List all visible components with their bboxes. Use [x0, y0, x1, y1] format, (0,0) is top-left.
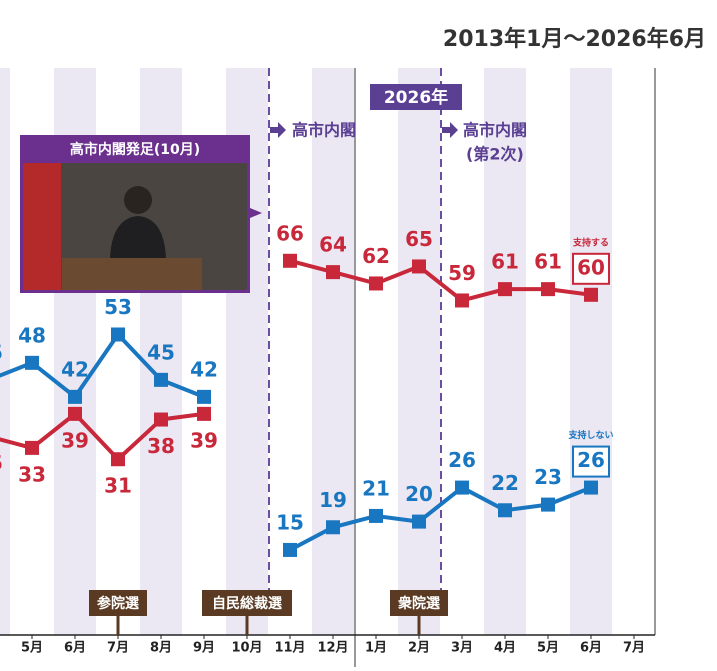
point: [369, 276, 383, 290]
value-label: 62: [362, 244, 390, 268]
point: [455, 293, 469, 307]
arrow-icon: [442, 122, 458, 138]
event-label: 衆院選: [398, 595, 440, 612]
value-label: 64: [319, 233, 347, 257]
point: [197, 390, 211, 404]
event-label: 参院選: [97, 595, 139, 612]
value-label: 48: [18, 323, 46, 347]
point: [283, 543, 297, 557]
value-label: 66: [276, 221, 304, 245]
point: [412, 515, 426, 529]
series-name: 支持する: [572, 236, 609, 248]
chart-title: 2013年1月～2026年6月: [443, 26, 706, 52]
stripe: [312, 68, 354, 635]
point: [68, 390, 82, 404]
photo-caption: 高市内閣発足(10月): [70, 141, 200, 158]
value-label: 39: [61, 428, 89, 452]
photo-flag: [23, 163, 61, 290]
photo-person-head: [124, 186, 152, 214]
point: [154, 373, 168, 387]
point: [498, 282, 512, 296]
x-tick-label: 4月: [494, 641, 516, 656]
point: [369, 509, 383, 523]
series-name: 支持しない: [567, 429, 613, 441]
value-label: 15: [276, 510, 304, 534]
value-label: 65: [405, 227, 433, 251]
value-label: 60: [577, 255, 605, 279]
x-tick-label: 7月: [107, 641, 129, 656]
value-label: 26: [577, 448, 605, 472]
point: [68, 407, 82, 421]
x-tick-label: 5月: [21, 641, 43, 656]
point: [326, 520, 340, 534]
point: [25, 441, 39, 455]
value-label: 61: [534, 250, 562, 274]
value-label: 38: [147, 434, 175, 458]
x-tick-label: 6月: [580, 641, 602, 656]
point: [498, 503, 512, 517]
point: [197, 407, 211, 421]
x-tick-label: 9月: [193, 641, 215, 656]
value-label: 45: [147, 340, 175, 364]
point: [25, 356, 39, 370]
value-label: 20: [405, 482, 433, 506]
value-label: 26: [448, 448, 476, 472]
x-tick-label: 10月: [231, 641, 262, 656]
point: [541, 282, 555, 296]
value-label: 19: [319, 488, 347, 512]
x-tick-label: 1月: [365, 641, 387, 656]
stripe: [398, 68, 440, 635]
stripe: [570, 68, 612, 635]
point: [412, 259, 426, 273]
value-label: 59: [448, 261, 476, 285]
photo-podium: [62, 258, 202, 290]
cabinet2-label: (第2次): [466, 145, 524, 164]
point: [584, 481, 598, 495]
value-label: 61: [491, 250, 519, 274]
x-tick-label: 5月: [537, 641, 559, 656]
x-tick-label: 8月: [150, 641, 172, 656]
arrow-icon: [270, 122, 286, 138]
x-tick-label: 12月: [317, 641, 348, 656]
point: [326, 265, 340, 279]
cabinet2-label: 高市内閣: [463, 121, 527, 140]
value-label: 22: [491, 471, 519, 495]
x-tick-label: 3月: [451, 641, 473, 656]
value-label: 31: [104, 474, 132, 498]
value-label: 39: [190, 428, 218, 452]
x-tick-label: 6月: [64, 641, 86, 656]
value-label: 33: [18, 462, 46, 486]
point: [283, 254, 297, 268]
value-label: 21: [362, 476, 390, 500]
point: [541, 498, 555, 512]
x-tick-label: 11月: [274, 641, 305, 656]
value-label: 35: [0, 451, 3, 475]
x-tick-label: 2月: [408, 641, 430, 656]
value-label: 45: [0, 340, 3, 364]
point: [111, 327, 125, 341]
point: [111, 452, 125, 466]
point: [154, 413, 168, 427]
x-tick-label: 7月: [623, 641, 645, 656]
value-label: 42: [61, 357, 89, 381]
year-label: 2026年: [384, 87, 448, 108]
cabinet-label: 高市内閣: [292, 121, 356, 140]
event-label: 自民総裁選: [212, 595, 282, 612]
point: [584, 288, 598, 302]
value-label: 53: [104, 295, 132, 319]
value-label: 23: [534, 465, 562, 489]
point: [455, 481, 469, 495]
value-label: 42: [190, 357, 218, 381]
